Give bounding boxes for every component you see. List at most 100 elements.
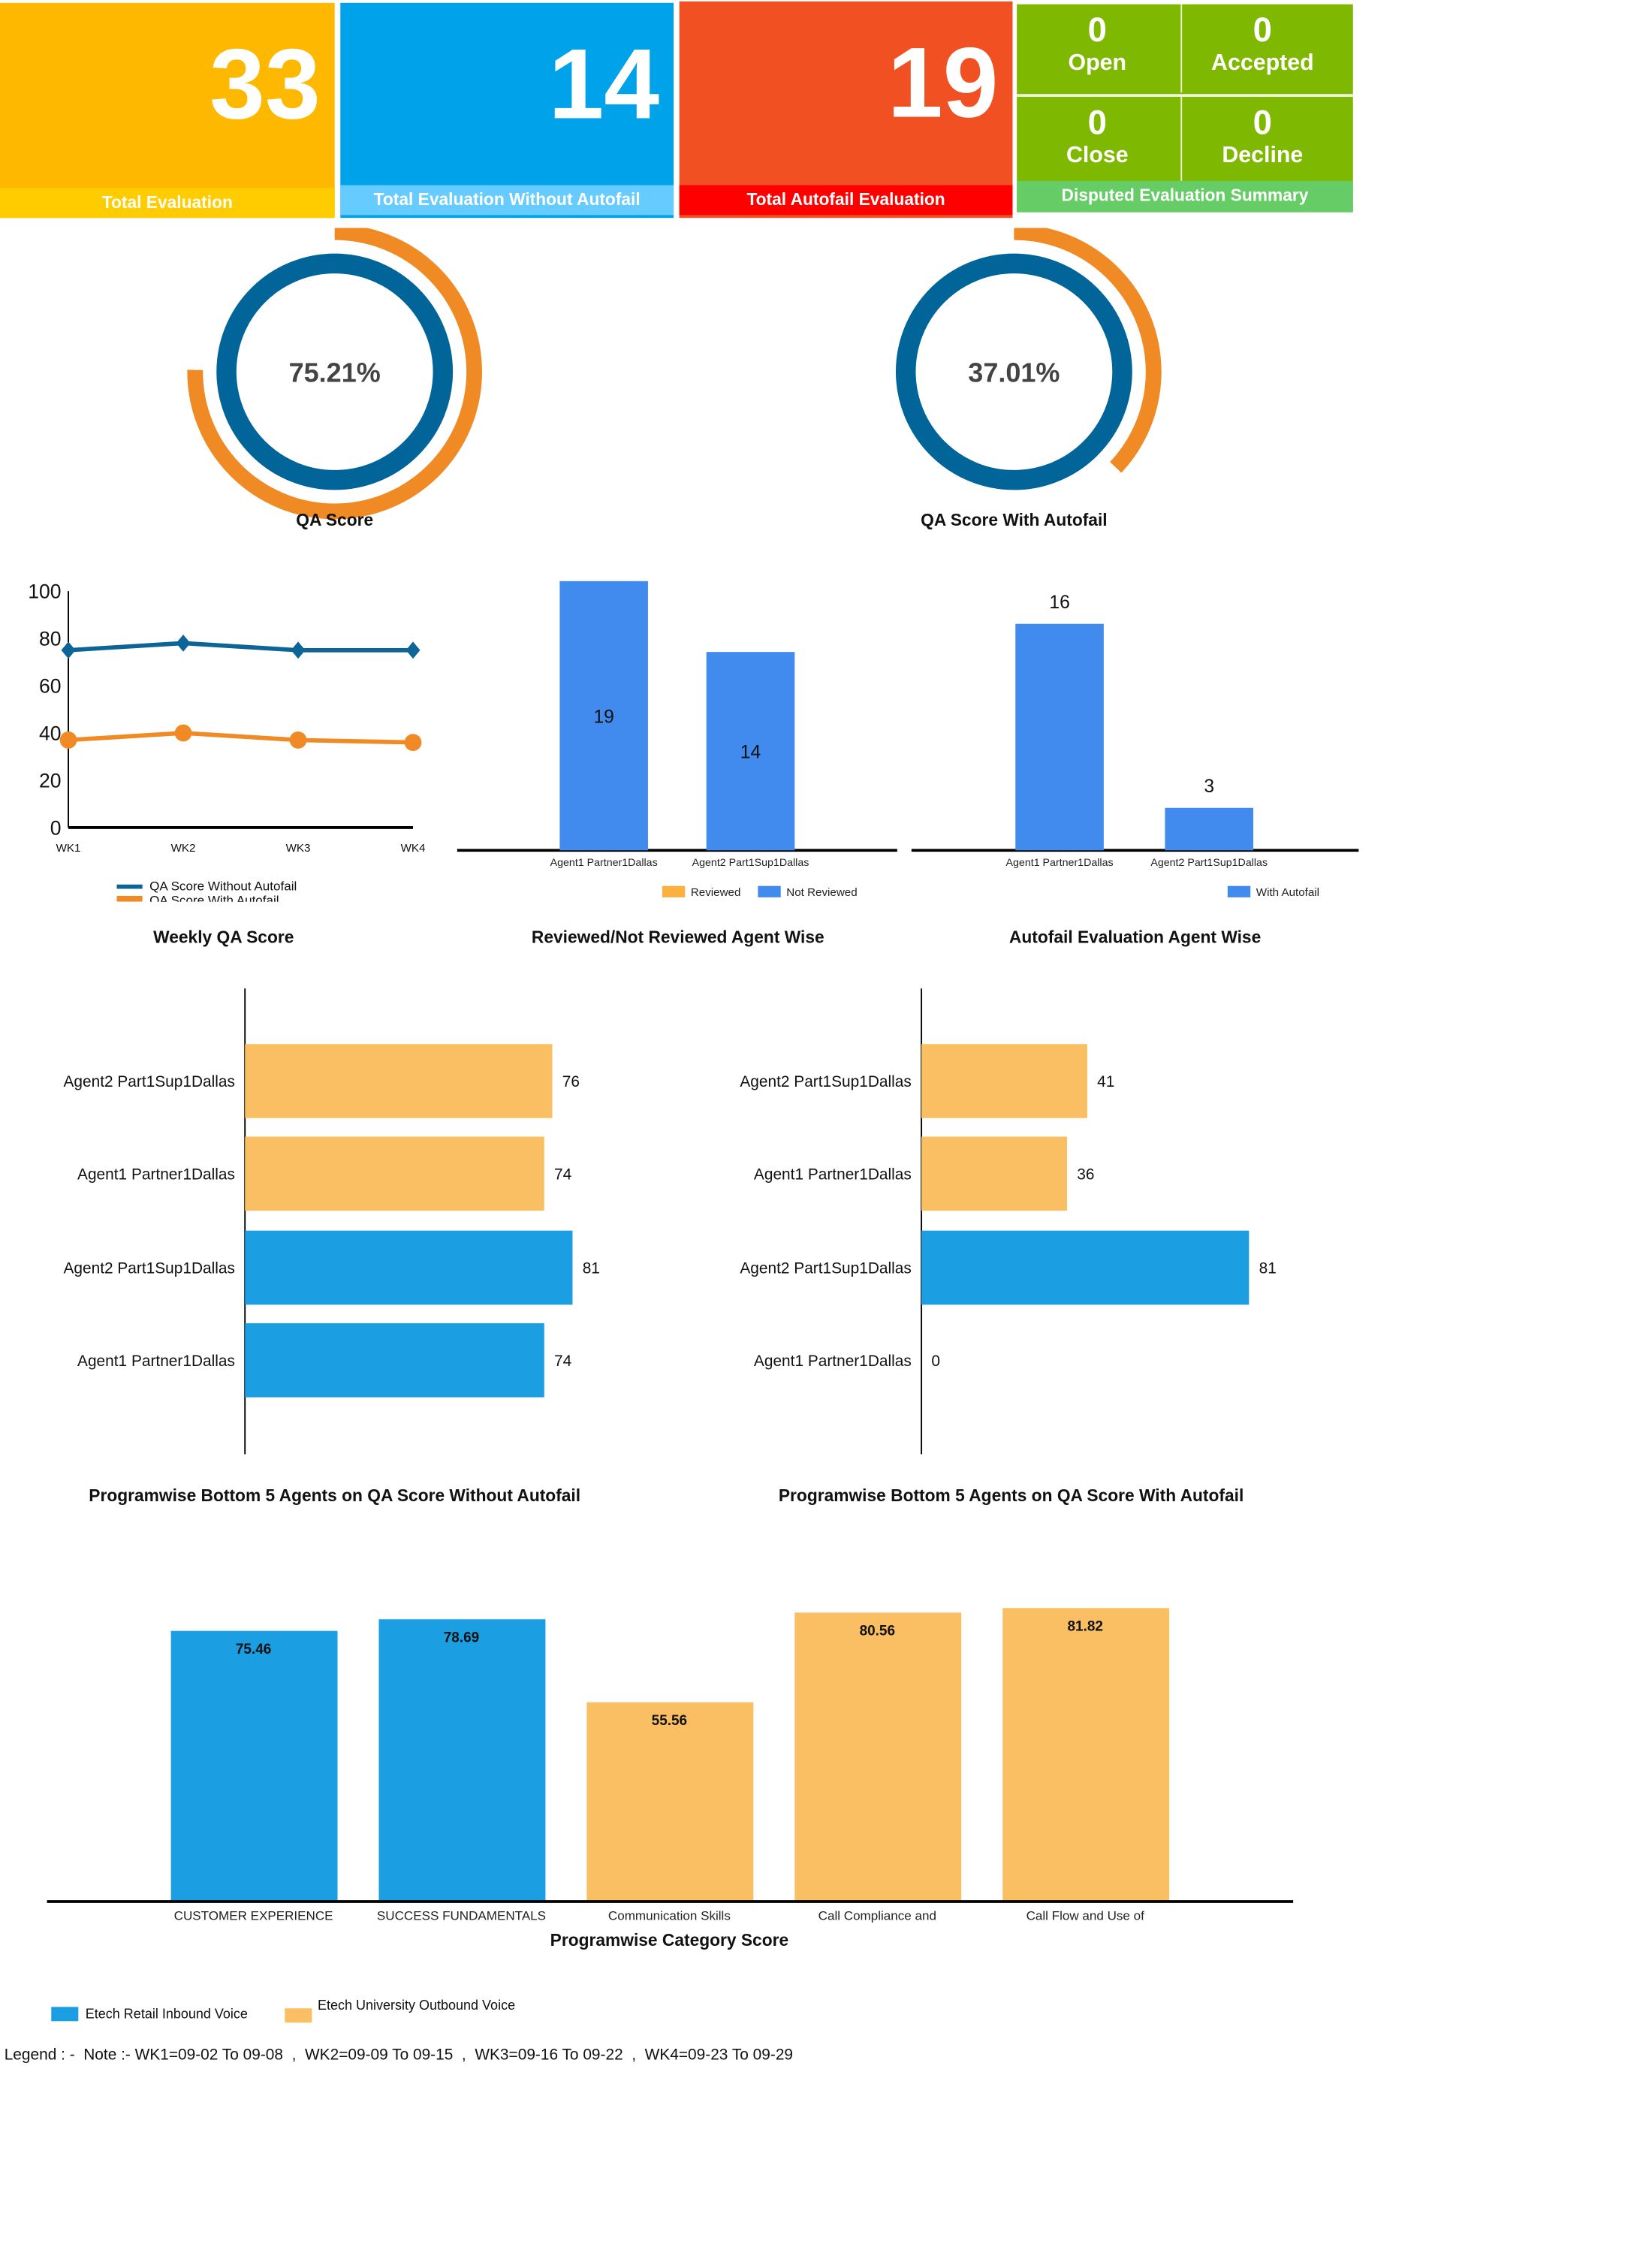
disputed-value: 0: [1087, 11, 1107, 50]
bottom-agents-with-autofail-chart: 41 Agent2 Part1Sup1Dallas 36 Agent1 Partner…: [740, 988, 1277, 1455]
bar-value-label: 55.56: [652, 1713, 687, 1729]
legend-label: Not Reviewed: [786, 886, 857, 899]
chart-title: Autofail Evaluation Agent Wise: [1008, 927, 1262, 948]
bar-value-label: 81: [583, 1260, 600, 1277]
chart-title: Reviewed/Not Reviewed Agent Wise: [531, 927, 824, 948]
bar: [245, 1323, 544, 1398]
y-tick-label: Agent2 Part1Sup1Dallas: [740, 1073, 911, 1090]
bar-value-label: 16: [1049, 593, 1069, 613]
bar-value-label: 74: [554, 1166, 571, 1183]
data-point: [174, 724, 192, 742]
y-tick-label: Agent2 Part1Sup1Dallas: [63, 1260, 234, 1277]
card-value: 14: [548, 28, 660, 140]
data-point: [59, 731, 77, 749]
gauge-title: QA Score With Autofail: [921, 509, 1108, 530]
x-tick-label: Call Compliance and: [818, 1909, 936, 1923]
disputed-evaluation-card[interactable]: 0 Open 0 Accepted 0 Close 0 Decline Disp…: [1017, 4, 1353, 213]
x-tick-label: Agent1 Partner1Dallas: [550, 857, 658, 869]
legend-swatch: [662, 885, 686, 897]
bar-value-label: 80.56: [860, 1624, 895, 1639]
y-tick-label: Agent1 Partner1Dallas: [754, 1353, 912, 1370]
card-label: Total Evaluation Without Autofail: [340, 185, 674, 216]
x-tick-label: Communication Skills: [608, 1909, 731, 1923]
card-value: 19: [887, 27, 999, 138]
y-tick-label: 20: [39, 769, 62, 792]
card-label: Total Evaluation: [0, 188, 335, 219]
data-point: [289, 731, 307, 749]
y-tick-label: Agent2 Part1Sup1Dallas: [63, 1073, 234, 1090]
gauge-charts: 75.21% 37.01%: [187, 228, 1162, 520]
legend-label: QA Score With Autofail: [149, 893, 279, 907]
bar: [1002, 1608, 1170, 1902]
x-tick-label: WK3: [286, 842, 311, 855]
legend-label: Etech University Outbound Voice: [318, 1998, 515, 2013]
disputed-accepted[interactable]: 0 Accepted: [1180, 4, 1343, 93]
bar: [170, 1630, 338, 1902]
bar-value-label: 14: [740, 743, 761, 763]
bar-value-label: 78.69: [444, 1630, 479, 1646]
legend-swatch: [1227, 885, 1251, 897]
bar-value-label: 76: [562, 1073, 580, 1090]
legend-swatch: [758, 885, 781, 897]
total-autofail-evaluation-card[interactable]: 19 Total Autofail Evaluation: [679, 1, 1013, 219]
x-tick-label: Agent2 Part1Sup1Dallas: [1150, 857, 1268, 869]
series-line: [68, 641, 414, 653]
y-tick-label: Agent2 Part1Sup1Dallas: [740, 1260, 911, 1277]
bar: [706, 652, 795, 851]
disputed-label: Close: [1066, 143, 1129, 168]
y-tick-label: 40: [39, 722, 62, 744]
card-value: 33: [210, 28, 321, 140]
y-tick-label: 60: [39, 675, 62, 698]
bar-value-label: 81: [1259, 1260, 1277, 1277]
bar: [921, 1136, 1067, 1211]
gauge-title: QA Score: [296, 509, 374, 530]
disputed-value: 0: [1087, 104, 1107, 143]
legend-swatch: [116, 884, 143, 889]
autofail-agent-wise-chart: 16 Agent1 Partner1Dallas 3 Agent2 Part1Sup1…: [911, 593, 1359, 899]
bar-value-label: 0: [931, 1353, 940, 1370]
data-point: [404, 734, 422, 751]
chart-title: Programwise Bottom 5 Agents on QA Score …: [89, 1485, 581, 1506]
bar-value-label: 19: [593, 707, 613, 728]
bar: [559, 581, 648, 851]
disputed-label: Open: [1068, 51, 1127, 76]
gauge-arc: [187, 228, 482, 520]
bar-value-label: 36: [1077, 1166, 1094, 1183]
series-line: [68, 731, 414, 745]
bar: [921, 1230, 1250, 1305]
legend-swatch: [116, 895, 143, 902]
data-point: [176, 634, 191, 652]
bar: [245, 1230, 573, 1305]
disputed-value: 0: [1253, 104, 1272, 143]
weekly-qa-score-chart: 0 20 40 60 80 100 WK1 WK2 WK3 WK4 QA Score Without…: [28, 581, 426, 912]
card-label: Total Autofail Evaluation: [679, 185, 1013, 216]
total-evaluation-card[interactable]: 33 Total Evaluation: [0, 2, 335, 219]
y-tick-label: Agent1 Partner1Dallas: [77, 1166, 235, 1183]
footer-note: Legend : - Note :- WK1=09-02 To 09-08 , …: [4, 2046, 794, 2064]
chart-title: Programwise Category Score: [550, 1929, 789, 1950]
bar: [921, 1044, 1087, 1118]
disputed-decline[interactable]: 0 Decline: [1180, 96, 1343, 185]
disputed-value: 0: [1253, 11, 1272, 50]
bar: [586, 1702, 754, 1902]
gauge-value: 37.01%: [968, 357, 1060, 388]
bottom-agents-without-autofail-chart: 76 Agent2 Part1Sup1Dallas 74 Agent1 Partner…: [63, 988, 600, 1455]
bar-value-label: 75.46: [236, 1642, 271, 1657]
disputed-open[interactable]: 0 Open: [1017, 5, 1177, 93]
bar: [1165, 807, 1254, 851]
disputed-title: Disputed Evaluation Summary: [1017, 180, 1353, 213]
bar: [1015, 623, 1104, 851]
data-point: [291, 641, 306, 659]
bar: [245, 1044, 553, 1118]
divider: [1017, 94, 1353, 97]
data-point: [61, 641, 76, 659]
x-tick-label: WK4: [401, 842, 426, 855]
y-tick-label: 0: [50, 816, 62, 839]
total-evaluation-without-autofail-card[interactable]: 14 Total Evaluation Without Autofail: [340, 2, 674, 219]
y-tick-label: 100: [28, 581, 61, 603]
x-tick-label: Agent1 Partner1Dallas: [1006, 857, 1114, 869]
disputed-close[interactable]: 0 Close: [1017, 97, 1177, 185]
bar-value-label: 41: [1097, 1073, 1114, 1090]
x-tick-label: WK1: [56, 842, 81, 855]
